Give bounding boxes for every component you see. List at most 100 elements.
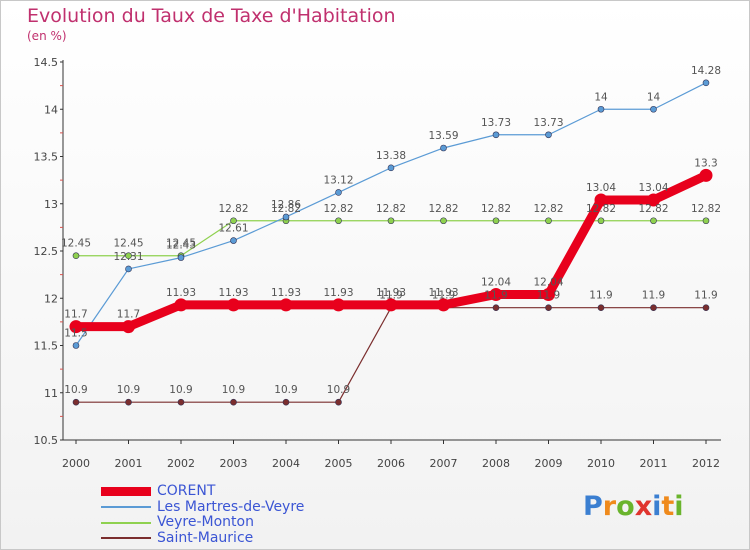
data-point — [230, 398, 237, 406]
data-label: 12.04 — [481, 276, 511, 288]
data-label: 11.93 — [376, 287, 406, 299]
data-point — [597, 217, 605, 225]
data-point — [125, 252, 132, 260]
x-tick-label: 2002 — [167, 457, 195, 470]
data-point — [545, 304, 552, 312]
chart-title: Evolution du Taux de Taxe d'Habitation — [27, 5, 396, 27]
data-label: 11.9 — [694, 290, 717, 302]
data-point — [440, 144, 447, 152]
data-label: 12.82 — [428, 203, 458, 215]
legend-swatch — [101, 487, 151, 497]
data-point — [122, 320, 135, 334]
logo-letter: i — [652, 491, 662, 522]
data-label: 11.7 — [64, 309, 87, 321]
data-label: 10.9 — [64, 384, 87, 396]
data-point — [440, 217, 447, 225]
data-label: 12.82 — [323, 203, 353, 215]
data-label: 12.82 — [481, 203, 511, 215]
x-tick-label: 2010 — [587, 457, 615, 470]
legend-swatch — [101, 537, 151, 540]
data-label: 12.45 — [113, 238, 143, 250]
legend-swatch — [101, 506, 151, 509]
logo-letter: o — [616, 491, 635, 522]
data-point — [335, 189, 342, 196]
data-label: 11.7 — [117, 309, 140, 321]
data-point — [492, 217, 500, 225]
data-label: 14 — [594, 91, 608, 103]
data-point — [384, 298, 398, 312]
data-label: 14 — [647, 91, 661, 103]
data-point — [72, 342, 80, 349]
x-tick-label: 2001 — [115, 457, 143, 470]
x-tick-label: 2009 — [535, 457, 563, 470]
logo-letter: t — [661, 491, 675, 522]
data-label: 12.82 — [218, 203, 248, 215]
data-label: 12.86 — [271, 199, 301, 211]
data-point — [647, 193, 660, 207]
data-label: 12.82 — [271, 203, 301, 215]
data-point — [72, 252, 80, 260]
data-point — [332, 298, 345, 312]
legend-item: Veyre-Monton — [101, 514, 304, 531]
legend-label: Veyre-Monton — [157, 514, 254, 530]
data-point — [230, 217, 237, 225]
data-point — [335, 398, 342, 406]
data-point — [72, 398, 80, 406]
data-label: 13.3 — [694, 157, 717, 169]
data-point — [174, 298, 188, 312]
data-label: 10.9 — [169, 384, 192, 396]
data-label: 11.9 — [379, 290, 402, 302]
logo-letter: P — [583, 491, 603, 522]
data-label: 11.93 — [428, 287, 458, 299]
data-label: 12.82 — [638, 203, 668, 215]
data-point — [230, 237, 237, 244]
data-point — [702, 79, 710, 87]
data-point — [594, 193, 608, 207]
y-tick-label: 10.5 — [34, 434, 59, 447]
data-point — [437, 298, 450, 312]
legend-item: CORENT — [101, 483, 304, 500]
data-label: 11.93 — [218, 287, 248, 299]
legend-item: Saint-Maurice — [101, 529, 304, 547]
logo-letter: x — [634, 491, 653, 522]
data-point — [282, 213, 290, 221]
legend-label: Saint-Maurice — [157, 529, 254, 546]
data-point — [492, 304, 500, 312]
line-chart-plot: 10.5 11 11.5 12 12.5 13 13.5 14 14.5 2000 2001 2002… — [34, 56, 722, 470]
data-label: 13.12 — [323, 174, 353, 186]
y-tick-label: 13.5 — [34, 151, 59, 164]
data-label: 10.9 — [117, 384, 140, 396]
y-tick-label: 14 — [44, 103, 58, 116]
data-label: 11.5 — [64, 328, 87, 340]
data-label: 13.04 — [638, 182, 668, 194]
data-point — [597, 105, 605, 113]
data-label: 13.59 — [428, 130, 458, 142]
x-tick-label: 2003 — [220, 457, 248, 470]
data-point — [542, 287, 555, 301]
data-point — [702, 217, 710, 225]
data-label: 10.9 — [222, 384, 245, 396]
data-label: 14.28 — [691, 65, 721, 77]
y-tick-label: 13 — [44, 198, 58, 211]
x-tick-label: 2012 — [692, 457, 720, 470]
legend-swatch — [101, 521, 151, 524]
chart-unit: (en %) — [27, 29, 67, 43]
data-point — [125, 398, 132, 406]
y-tick-label: 12.5 — [34, 245, 59, 258]
data-point — [69, 320, 83, 334]
data-point — [335, 217, 342, 225]
data-label: 12.61 — [218, 223, 248, 235]
data-point — [650, 217, 657, 225]
data-point — [597, 304, 605, 312]
data-point — [702, 304, 710, 312]
data-label: 11.9 — [642, 290, 665, 302]
data-label: 13.38 — [376, 150, 406, 162]
data-label: 12.45 — [166, 238, 196, 250]
data-point — [387, 217, 395, 225]
x-tick-label: 2000 — [62, 457, 90, 470]
data-label: 11.9 — [589, 290, 612, 302]
proxiti-logo: Proxiti — [583, 491, 684, 522]
data-point — [177, 254, 185, 261]
x-tick-label: 2005 — [325, 457, 353, 470]
data-point — [387, 164, 395, 172]
